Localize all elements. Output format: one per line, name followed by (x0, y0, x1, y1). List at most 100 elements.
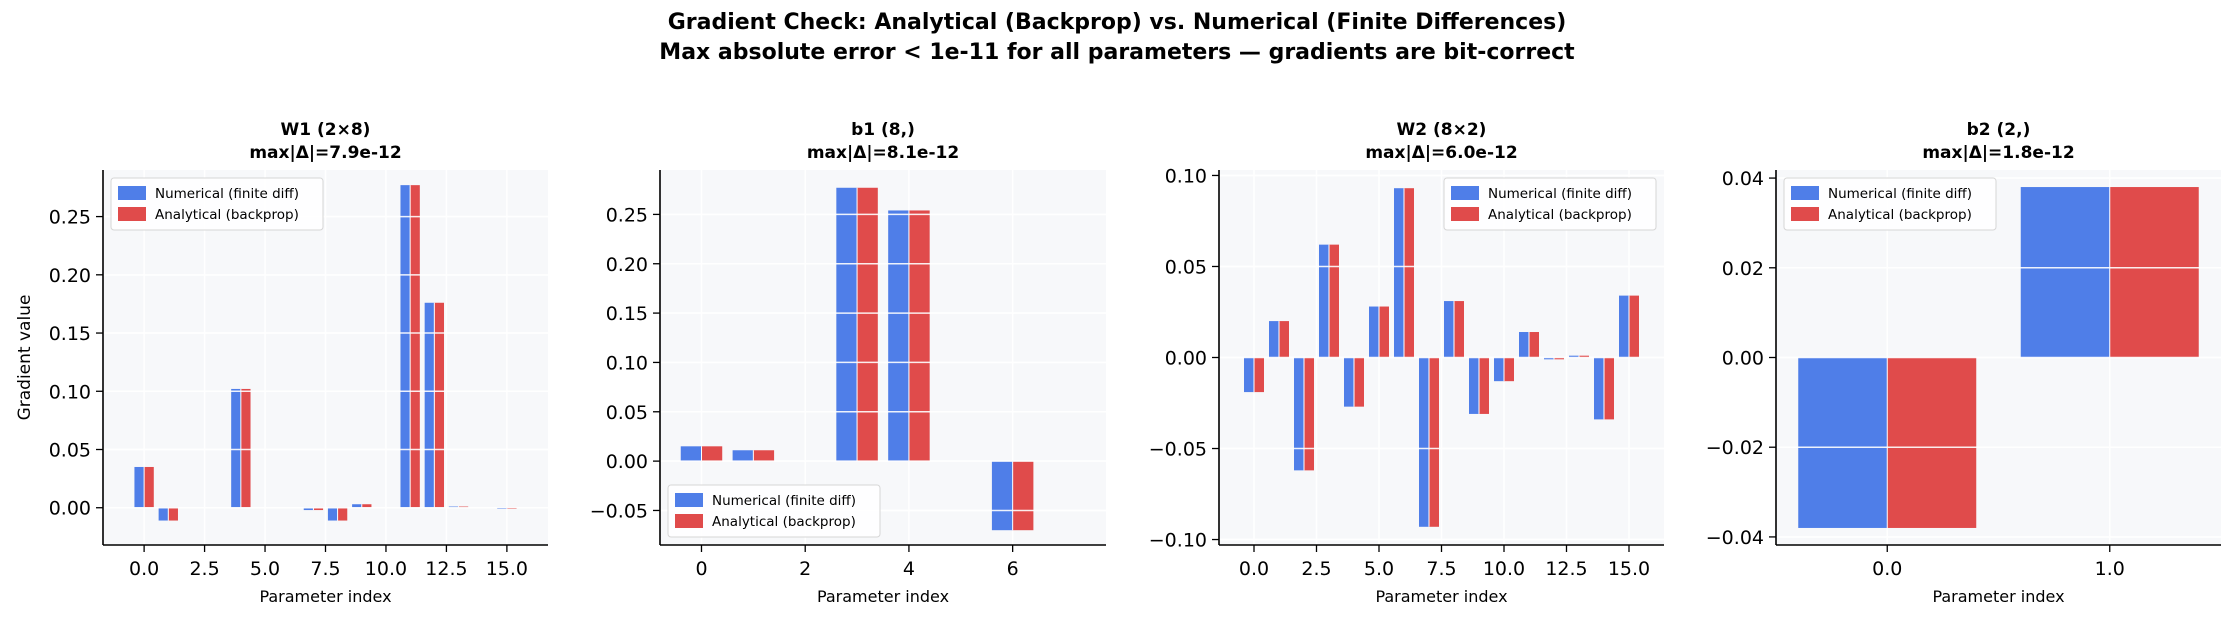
figure-title-line-1: Gradient Check: Analytical (Backprop) vs… (667, 10, 1567, 35)
panel-title: W1 (2×8) (281, 120, 371, 140)
bar-numerical (400, 185, 411, 508)
x-tick-label: 6 (1007, 558, 1019, 580)
panel-title: W2 (8×2) (1397, 120, 1487, 140)
legend-label: Analytical (backprop) (712, 514, 856, 530)
panel-title: b2 (2,) (1967, 120, 2031, 140)
y-tick-label: 0.02 (1722, 258, 1764, 280)
bar-numerical (1419, 357, 1429, 527)
y-tick-label: 0.00 (1165, 348, 1207, 370)
chart-panel-3: −0.04 −0.02 0.00 0.02 0.04 0.0 1.0 Parameter in… (1706, 120, 2221, 606)
legend-label: Analytical (backprop) (155, 207, 299, 223)
legend-swatch-analytical (1791, 207, 1819, 221)
x-tick-label: 10.0 (365, 558, 407, 580)
bar-analytical (1579, 355, 1589, 358)
chart-panel-2: −0.10 −0.05 0.00 0.05 0.10 0.0 2.5 5.0 7.5 10.0 12… (1149, 120, 1664, 606)
bar-numerical (1544, 357, 1554, 360)
y-tick-label: −0.10 (1149, 530, 1207, 552)
y-tick-label: 0.25 (49, 207, 91, 229)
bar-numerical (680, 446, 702, 462)
y-tick-label: 0.25 (606, 204, 648, 226)
legend: Numerical (finite diff) Analytical (backp… (110, 177, 324, 231)
bar-numerical (1519, 332, 1529, 358)
x-tick-label: 12.5 (1545, 558, 1587, 580)
bar-analytical (144, 466, 154, 508)
bar-numerical (1269, 321, 1279, 358)
bar-analytical (168, 507, 178, 521)
x-tick-label: 0.0 (129, 558, 159, 580)
bar-analytical (410, 185, 420, 508)
legend-swatch-numerical (1791, 186, 1819, 200)
x-tick-label: 15.0 (1608, 558, 1650, 580)
legend-swatch-analytical (1451, 207, 1479, 221)
bar-numerical (1494, 357, 1504, 382)
bar-numerical (1294, 357, 1304, 471)
x-tick-label: 0.0 (1239, 558, 1269, 580)
legend-label: Numerical (finite diff) (1828, 186, 1972, 202)
x-axis-label: Parameter index (259, 587, 391, 606)
bar-analytical (1604, 357, 1614, 420)
bar-numerical (1619, 295, 1629, 358)
y-tick-label: −0.02 (1706, 437, 1764, 459)
bar-numerical (1798, 357, 1888, 528)
panel-title: b1 (8,) (851, 120, 915, 140)
legend-label: Analytical (backprop) (1488, 207, 1632, 223)
legend: Numerical (finite diff) Analytical (backp… (1783, 177, 1997, 231)
bar-analytical (1279, 321, 1289, 358)
legend-label: Analytical (backprop) (1828, 207, 1972, 223)
y-tick-label: 0.04 (1722, 168, 1764, 190)
bar-numerical (836, 187, 858, 462)
panel-subtitle: max|Δ|=7.9e-12 (249, 143, 401, 163)
bar-analytical (1454, 301, 1464, 358)
bar-numerical (1369, 306, 1379, 358)
bar-numerical (327, 507, 338, 521)
panel-subtitle: max|Δ|=6.0e-12 (1365, 143, 1517, 163)
bar-numerical (732, 450, 754, 462)
figure-title: Gradient Check: Analytical (Backprop) vs… (0, 8, 2234, 68)
panel-subtitle: max|Δ|=1.8e-12 (1922, 143, 2074, 163)
x-tick-label: 4 (903, 558, 915, 580)
x-tick-label: 0.0 (1872, 558, 1902, 580)
figure-title-line-2: Max absolute error < 1e-11 for all param… (659, 40, 1575, 65)
x-tick-label: 2.5 (189, 558, 219, 580)
bar-analytical (857, 187, 878, 462)
legend-swatch-analytical (118, 207, 146, 221)
grid-lines-over (1776, 177, 2221, 538)
x-tick-label: 7.5 (1426, 558, 1456, 580)
x-tick-label: 0 (695, 558, 707, 580)
x-tick-label: 10.0 (1483, 558, 1525, 580)
legend-box (110, 177, 324, 231)
legend-label: Numerical (finite diff) (1488, 186, 1632, 202)
y-tick-label: 0.10 (606, 352, 648, 374)
y-tick-label: 0.00 (49, 498, 91, 520)
legend-box (667, 484, 881, 538)
panel-subtitle: max|Δ|=8.1e-12 (807, 143, 959, 163)
y-tick-label: 0.00 (1722, 348, 1764, 370)
legend-swatch-analytical (675, 514, 703, 528)
x-tick-label: 12.5 (425, 558, 467, 580)
x-axis-label: Parameter index (817, 587, 949, 606)
bar-analytical (753, 450, 775, 462)
bar-numerical (888, 210, 909, 462)
y-tick-label: −0.04 (1706, 527, 1764, 549)
bar-analytical (240, 388, 251, 508)
y-tick-label: 0.00 (606, 451, 648, 473)
bar-analytical (434, 302, 445, 508)
grid-lines-over (660, 213, 1106, 512)
bar-analytical (2109, 187, 2199, 358)
bar-numerical (2020, 187, 2110, 358)
bar-analytical (1254, 357, 1264, 393)
bar-analytical (1404, 188, 1414, 358)
chart-panel-1: −0.05 0.00 0.05 0.10 0.15 0.20 0.25 0 2 4 6 Paramet… (590, 120, 1106, 606)
y-tick-label: −0.05 (590, 500, 648, 522)
bar-analytical (1887, 357, 1977, 528)
bar-analytical (701, 446, 723, 462)
bar-numerical (1394, 188, 1404, 358)
bar-numerical (1469, 357, 1479, 414)
y-tick-label: 0.05 (49, 440, 91, 462)
grid-lines-over (1219, 174, 1664, 541)
bar-numerical (1319, 244, 1329, 358)
y-tick-label: 0.15 (606, 303, 648, 325)
y-tick-label: 0.10 (49, 381, 91, 403)
bar-numerical (134, 466, 145, 508)
legend-swatch-numerical (675, 493, 703, 507)
